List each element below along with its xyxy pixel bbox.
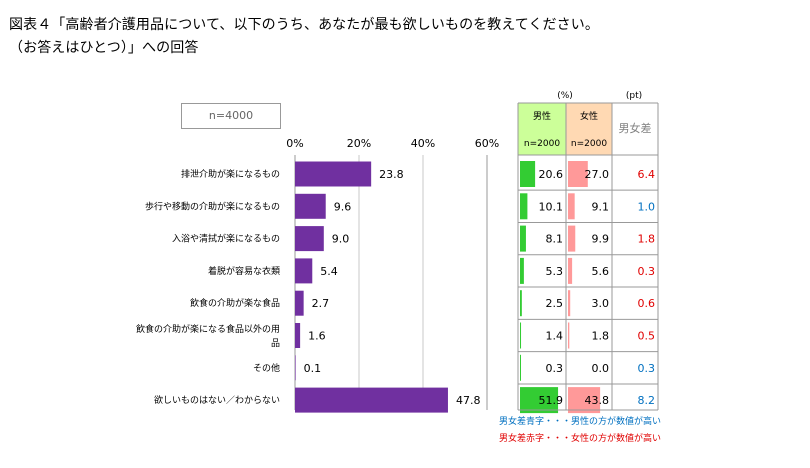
category-label: 排泄介助が楽になるもの [181, 168, 280, 180]
legend-red: 男女差赤字・・・女性の方が数値が高い [499, 434, 662, 444]
male-value: 5.3 [546, 265, 564, 278]
female-bar [568, 257, 573, 284]
female-value: 9.1 [592, 200, 610, 213]
title-line-1: 図表４「高齢者介護用品について、以下のうち、あなたが最も欲しいものを教えてくださ… [9, 17, 599, 33]
category-label-line: 飲食の介助が楽になる食品以外の用 [136, 323, 280, 335]
male-header-cell [518, 103, 566, 155]
diff-value: 0.5 [638, 330, 656, 343]
male-bar [520, 161, 536, 187]
male-value: 2.5 [546, 297, 564, 310]
x-tick-label: 60% [475, 137, 499, 150]
bar [295, 290, 304, 316]
bar [295, 355, 296, 381]
male-bar [520, 193, 528, 220]
male-value: 0.3 [546, 362, 564, 375]
diff-value: 6.4 [638, 168, 656, 181]
female-header-cell [566, 103, 612, 155]
male-n: n=2000 [524, 139, 560, 149]
diff-value: 0.6 [638, 297, 656, 310]
female-value: 3.0 [592, 297, 610, 310]
diff-header: 男女差 [619, 121, 652, 135]
female-header: 女性 [580, 110, 598, 122]
female-value: 5.6 [592, 265, 610, 278]
bar [295, 387, 448, 413]
bar-value-label: 9.6 [334, 200, 352, 213]
category-label: その他 [253, 362, 280, 374]
diff-value: 0.3 [638, 265, 656, 278]
sample-size-box: n=4000 [181, 103, 281, 129]
male-bar [520, 322, 522, 349]
male-value: 1.4 [546, 330, 564, 343]
male-value: 51.9 [539, 394, 564, 407]
female-value: 1.8 [592, 330, 610, 343]
bar-value-label: 0.1 [304, 362, 322, 375]
category-label: 入浴や清拭が楽になるもの [172, 233, 280, 245]
bar-value-label: 5.4 [320, 265, 338, 278]
female-bar [568, 387, 601, 414]
female-bar [568, 322, 570, 349]
bar-series [295, 161, 448, 413]
female-value: 27.0 [585, 168, 610, 181]
category-label: 飲食の介助が楽になる食品以外の用品 [136, 323, 280, 349]
female-bar [568, 193, 575, 220]
category-label: 歩行や移動の介助が楽になるもの [145, 200, 280, 212]
gridlines [294, 155, 488, 410]
female-value: 0.0 [592, 362, 610, 375]
male-bar [520, 387, 559, 414]
category-label-line: 品 [271, 338, 280, 349]
bar [295, 226, 324, 252]
x-axis-ticks: 0% 20% 40% 60% [286, 137, 499, 150]
male-bar [520, 257, 524, 284]
bar [295, 193, 326, 219]
female-bar [568, 225, 576, 252]
male-header: 男性 [533, 110, 551, 122]
unit-point: (pt) [626, 91, 642, 101]
legend-blue: 男女差青字・・・男性の方が数値が高い [499, 417, 662, 427]
female-value: 43.8 [585, 394, 610, 407]
diff-value: 8.2 [638, 394, 656, 407]
bar-value-label: 47.8 [456, 394, 481, 407]
male-bar [520, 354, 521, 381]
female-n: n=2000 [571, 139, 607, 149]
category-label: 飲食の介助が楽な食品 [190, 297, 280, 309]
diff-value: 0.3 [638, 362, 656, 375]
diff-value: 1.8 [638, 233, 656, 246]
x-tick-label: 20% [347, 137, 371, 150]
bar-value-label: 9.0 [332, 233, 350, 246]
male-value: 10.1 [539, 200, 564, 213]
bar-value-label: 2.7 [312, 297, 330, 310]
bar [295, 161, 372, 187]
unit-percent: (%) [557, 91, 573, 101]
bar [295, 323, 301, 348]
female-value: 9.9 [592, 233, 610, 246]
bar [295, 258, 313, 284]
diff-value: 1.0 [638, 200, 656, 213]
male-value: 20.6 [539, 168, 564, 181]
female-bar [568, 290, 571, 317]
bar-value-label: 1.6 [308, 330, 326, 343]
bar-value-label: 23.8 [379, 168, 404, 181]
chart-title: 図表４「高齢者介護用品について、以下のうち、あなたが最も欲しいものを教えてくださ… [9, 14, 599, 60]
legend: 男女差青字・・・男性の方が数値が高い 男女差赤字・・・女性の方が数値が高い [499, 414, 661, 448]
title-line-2: （お答えはひとつ）」への回答 [9, 40, 199, 56]
category-label: 欲しいものはない／わからない [154, 394, 280, 406]
male-bar [520, 225, 526, 252]
gender-table: (%) (pt) 男性 n=2000 女性 n=2000 男女差 20.6 27.0 6.4 10.… [517, 91, 659, 414]
male-bar [520, 290, 522, 317]
category-labels: 排泄介助が楽になるもの歩行や移動の介助が楽になるもの入浴や清拭が楽になるもの着脱… [136, 168, 280, 406]
male-value: 8.1 [546, 233, 564, 246]
category-label: 着脱が容易な衣類 [208, 265, 280, 277]
x-tick-label: 40% [411, 137, 435, 150]
bar-value-labels: 23.8 9.6 9.0 5.4 2.7 1.6 0.1 47.8 [304, 168, 481, 407]
x-tick-label: 0% [286, 137, 303, 150]
female-bar [568, 161, 588, 187]
